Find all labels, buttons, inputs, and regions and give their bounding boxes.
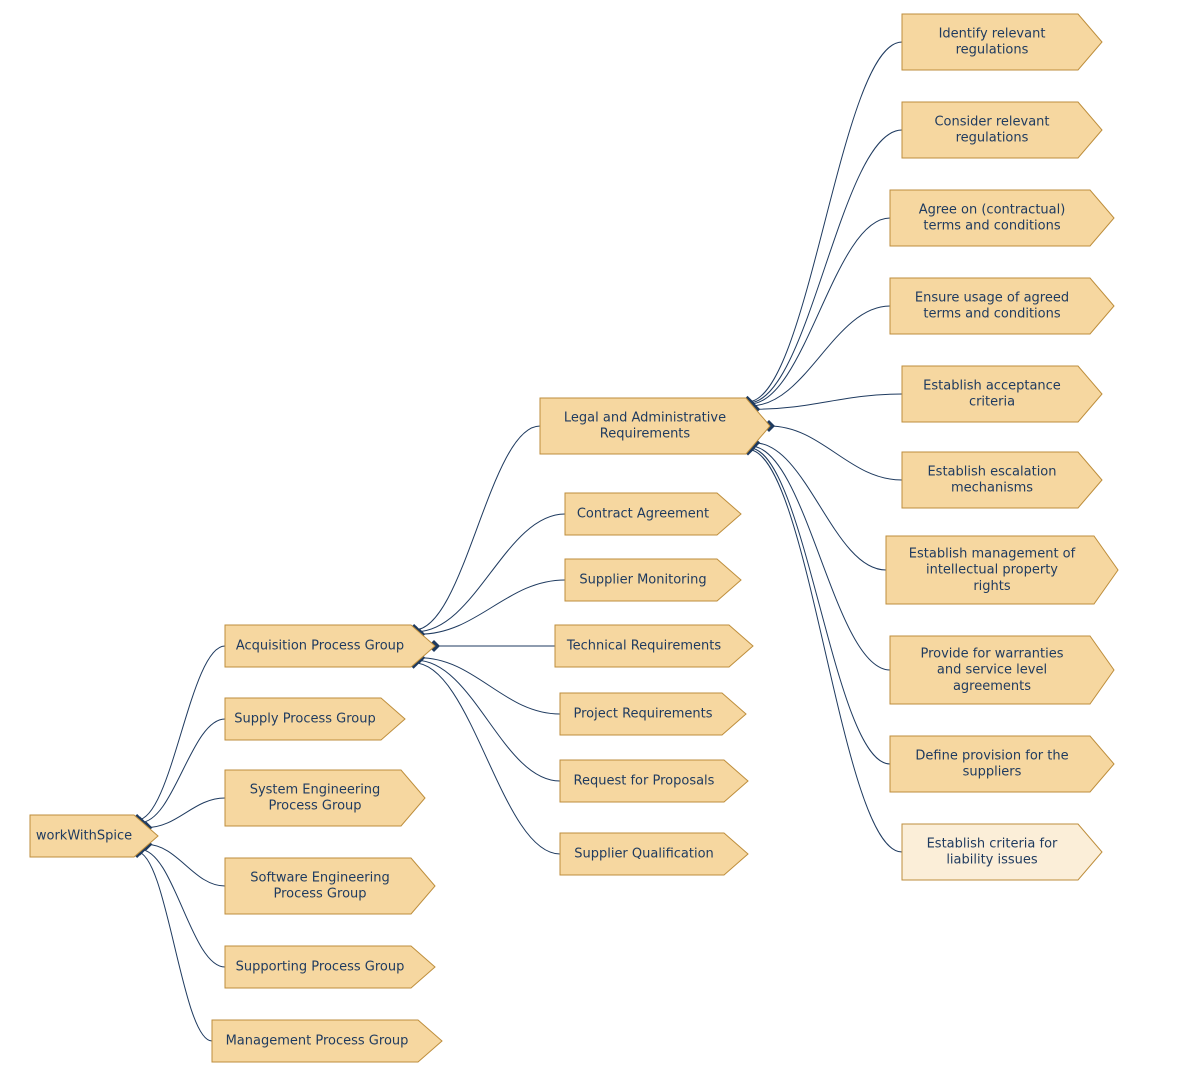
node-mgmt: Management Process Group: [212, 1020, 442, 1062]
edge: [146, 844, 225, 886]
node-label: Contract Agreement: [577, 507, 709, 522]
edge: [416, 660, 560, 781]
node-sys: System Engineering Process Group: [225, 770, 425, 826]
edge: [419, 580, 565, 634]
node-liab: Establish criteria for liability issues: [902, 824, 1102, 880]
node-label: agreements: [953, 679, 1031, 694]
node-label: criteria: [969, 395, 1015, 410]
node-label: Software Engineering: [250, 870, 389, 885]
edge: [140, 849, 225, 967]
edge: [140, 719, 225, 823]
node-label: Establish management of: [909, 546, 1076, 561]
node-treq: Technical Requirements: [555, 625, 753, 667]
diagram-canvas: workWithSpice Acquisition Process Group Su…: [0, 0, 1180, 1087]
node-label: liability issues: [946, 853, 1038, 868]
edge: [754, 443, 886, 570]
node-label: Technical Requirements: [566, 639, 721, 654]
node-label: Supplier Qualification: [574, 847, 714, 862]
node-escal: Establish escalation mechanisms: [902, 452, 1102, 508]
node-preq: Project Requirements: [560, 693, 746, 735]
edge: [137, 646, 225, 820]
node-label: rights: [973, 579, 1011, 594]
node-legal: Legal and Administrative Requirements: [540, 398, 770, 454]
node-label: Supply Process Group: [234, 712, 375, 727]
node-label: Define provision for the: [915, 748, 1068, 763]
node-label: terms and conditions: [923, 219, 1060, 234]
node-label: regulations: [956, 43, 1029, 58]
node-root: workWithSpice: [30, 815, 158, 857]
node-label: regulations: [956, 131, 1029, 146]
node-idreg: Identify relevant regulations: [902, 14, 1102, 70]
node-label: Consider relevant: [934, 114, 1049, 129]
node-label: terms and conditions: [923, 307, 1060, 322]
node-label: Establish acceptance: [923, 378, 1061, 393]
node-defprov: Define provision for the suppliers: [890, 736, 1114, 792]
node-label: Establish criteria for: [927, 836, 1058, 851]
node-supp: Supporting Process Group: [225, 946, 435, 988]
node-warr: Provide for warranties and service levela…: [890, 636, 1114, 704]
node-label: Request for Proposals: [574, 774, 715, 789]
node-label: System Engineering: [250, 782, 381, 797]
node-label: Supplier Monitoring: [579, 573, 706, 588]
node-agree: Agree on (contractual) terms and conditio…: [890, 190, 1114, 246]
node-sw: Software Engineering Process Group: [225, 858, 435, 914]
node-label: Legal and Administrative: [564, 410, 726, 425]
node-label: Ensure usage of agreed: [915, 290, 1069, 305]
node-label: Identify relevant: [939, 26, 1046, 41]
edge: [754, 394, 902, 409]
edge: [419, 658, 560, 714]
node-rfp: Request for Proposals: [560, 760, 748, 802]
node-accept: Establish acceptance criteria: [902, 366, 1102, 422]
node-label: and service level: [937, 663, 1047, 678]
node-iprop: Establish management of intellectual prop…: [886, 536, 1118, 604]
node-label: Project Requirements: [574, 707, 713, 722]
node-label: workWithSpice: [36, 829, 132, 844]
node-ensure: Ensure usage of agreed terms and conditio…: [890, 278, 1114, 334]
node-smon: Supplier Monitoring: [565, 559, 741, 601]
node-label: Process Group: [273, 887, 366, 902]
edge: [748, 130, 902, 403]
edge: [414, 426, 540, 630]
edge: [748, 450, 902, 852]
node-acq: Acquisition Process Group: [225, 625, 435, 667]
node-label: Process Group: [268, 799, 361, 814]
node-label: Provide for warranties: [920, 646, 1063, 661]
node-label: Supporting Process Group: [236, 960, 405, 975]
node-conreg: Consider relevant regulations: [902, 102, 1102, 158]
node-label: suppliers: [963, 765, 1022, 780]
node-label: Requirements: [600, 427, 691, 442]
node-label: mechanisms: [951, 481, 1033, 496]
node-label: intellectual property: [926, 563, 1058, 578]
node-label: Establish escalation: [927, 464, 1056, 479]
node-contr: Contract Agreement: [565, 493, 741, 535]
node-label: Acquisition Process Group: [236, 639, 404, 654]
edge: [748, 42, 902, 402]
node-squal: Supplier Qualification: [560, 833, 748, 875]
node-sup: Supply Process Group: [225, 698, 405, 740]
edge: [749, 448, 890, 764]
edge: [414, 663, 560, 854]
edge: [751, 446, 890, 670]
node-label: Management Process Group: [226, 1034, 409, 1049]
edge: [751, 306, 890, 406]
node-label: Agree on (contractual): [919, 202, 1066, 217]
edge: [769, 426, 902, 480]
